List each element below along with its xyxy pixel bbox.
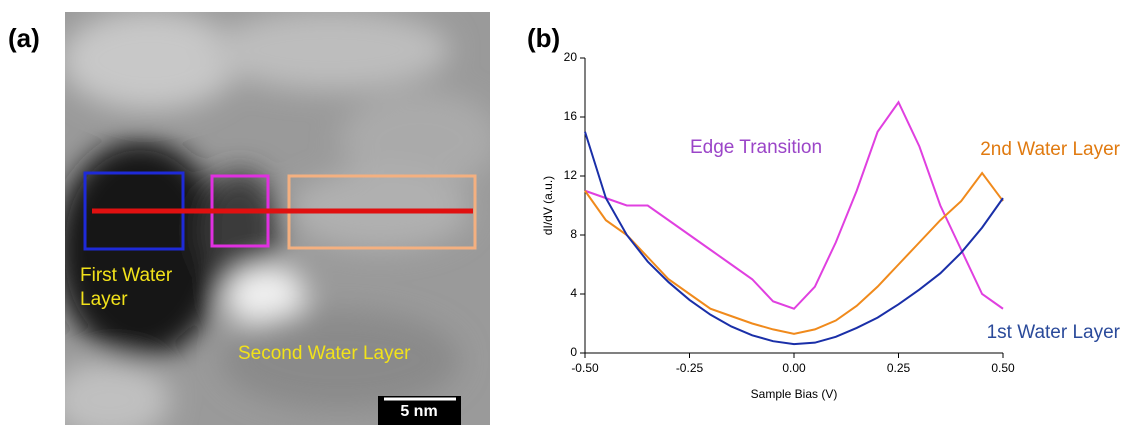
x-tick-label: 0.25 xyxy=(887,361,911,375)
series-line xyxy=(584,131,1004,346)
series-line xyxy=(584,171,1004,335)
image-annotation: First Water Layer xyxy=(80,265,173,310)
x-tick-label: -0.25 xyxy=(676,361,704,375)
y-tick-label: 0 xyxy=(570,345,577,359)
x-tick-label: -0.50 xyxy=(571,361,599,375)
image-annotation: Second Water Layer xyxy=(238,343,411,364)
y-axis-label: dI/dV (a.u.) xyxy=(541,176,555,235)
y-tick-label: 20 xyxy=(564,50,578,64)
series-label: Edge Transition xyxy=(690,137,822,158)
series-line xyxy=(584,100,1004,310)
stm-image: First Water Layer Second Water Layer 5 nm xyxy=(65,12,490,425)
series-label: 2nd Water Layer xyxy=(980,139,1120,160)
y-tick-label: 16 xyxy=(564,109,578,123)
x-axis-label: Sample Bias (V) xyxy=(751,387,838,401)
x-tick-label: 0.00 xyxy=(782,361,806,375)
x-tick-label: 0.50 xyxy=(991,361,1015,375)
panel-label: (b) xyxy=(527,23,560,53)
y-tick-label: 4 xyxy=(570,286,577,300)
scale-bar-label: 5 nm xyxy=(400,403,437,420)
y-tick-label: 12 xyxy=(564,168,578,182)
y-tick-label: 8 xyxy=(570,227,577,241)
chart: 0 4 8 12 16 20 -0.50 -0.25 0.00 0.25 0.50 Sample Bi… xyxy=(541,50,1120,401)
panel-label: (a) xyxy=(8,23,40,53)
series-label: 1st Water Layer xyxy=(987,322,1121,343)
